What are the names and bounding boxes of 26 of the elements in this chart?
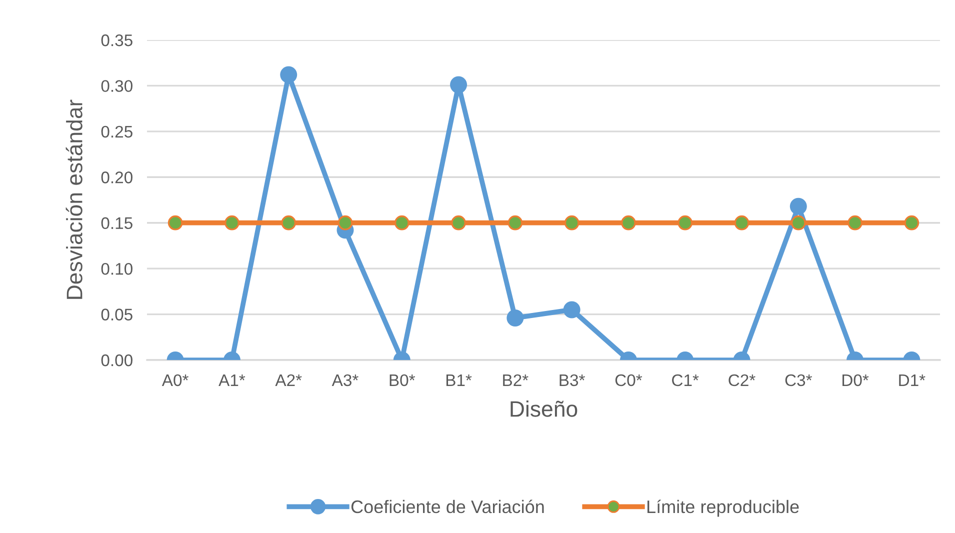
- x-tick-label: C1*: [672, 374, 699, 386]
- y-tick-label: 0.00: [101, 354, 132, 366]
- x-tick-label: C3*: [785, 374, 812, 386]
- x-tick-label: A3*: [332, 374, 358, 386]
- x-tick-label: D1*: [899, 374, 926, 386]
- x-tick-label: A1*: [218, 374, 246, 386]
- x-axis-title: Diseño: [510, 400, 578, 417]
- x-tick-label: B0*: [390, 374, 416, 386]
- y-tick-label: 0.05: [101, 308, 132, 320]
- y-tick-label: 0.35: [101, 34, 132, 46]
- x-tick-label: D0*: [842, 374, 869, 386]
- x-tick-label: C0*: [615, 374, 642, 386]
- y-axis-title: Desviación estándar: [66, 100, 82, 299]
- x-tick-label: B1*: [446, 374, 472, 386]
- x-tick-label: A2*: [275, 374, 302, 386]
- y-tick-label: 0.25: [101, 126, 132, 138]
- legend-label: Límite reproducible: [648, 500, 799, 517]
- x-tick-label: B2*: [503, 374, 528, 386]
- x-tick-label: C2*: [728, 374, 756, 386]
- y-tick-label: 0.20: [101, 172, 132, 184]
- y-tick-label: 0.10: [101, 262, 132, 275]
- y-tick-label: 0.15: [101, 217, 132, 230]
- y-tick-label: 0.30: [101, 80, 132, 92]
- legend-label: Coeficiente de Variación: [351, 500, 544, 514]
- x-tick-label: B3*: [560, 374, 585, 386]
- x-tick-label: A0*: [162, 374, 188, 386]
